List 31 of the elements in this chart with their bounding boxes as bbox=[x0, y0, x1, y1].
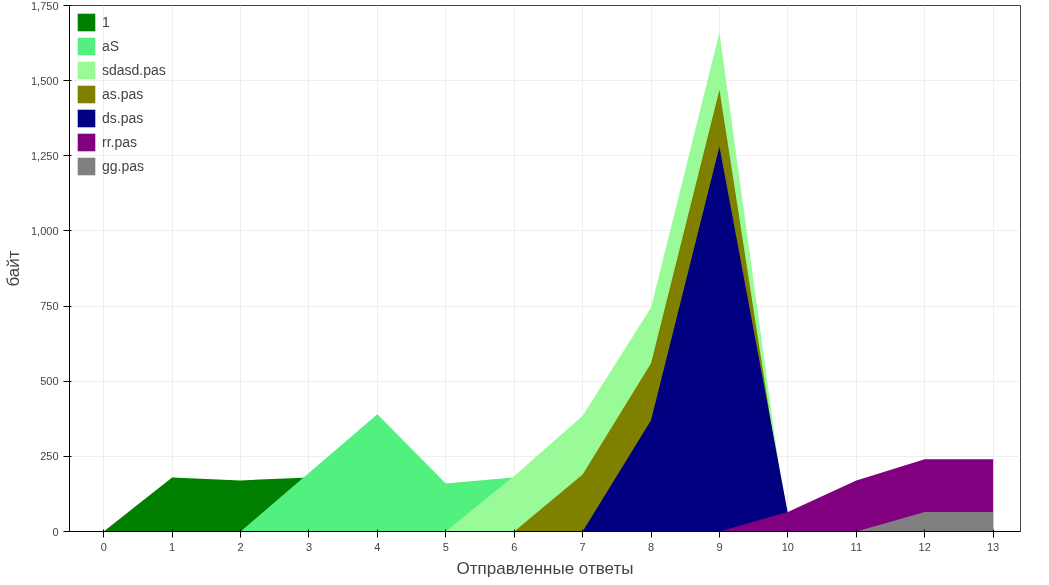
x-tick-label: 6 bbox=[511, 540, 518, 553]
x-tick-label: 0 bbox=[100, 540, 107, 553]
y-tick-label: 500 bbox=[40, 375, 59, 388]
x-tick-label: 2 bbox=[237, 540, 244, 553]
legend-label: gg.pas bbox=[102, 158, 145, 174]
legend-label: 1 bbox=[102, 14, 111, 30]
x-tick-label: 4 bbox=[374, 540, 381, 553]
y-tick-label: 1,750 bbox=[30, 0, 59, 12]
legend-label: as.pas bbox=[102, 86, 144, 102]
legend-label: sdasd.pas bbox=[102, 62, 166, 78]
x-tick-label: 10 bbox=[781, 540, 795, 553]
x-tick-label: 13 bbox=[987, 540, 1000, 553]
y-tick-label: 250 bbox=[40, 450, 59, 463]
x-tick-label: 1 bbox=[169, 540, 176, 553]
x-tick-label: 12 bbox=[918, 540, 931, 553]
y-tick-label: 0 bbox=[52, 525, 59, 538]
x-axis-title: Отправленные ответы bbox=[456, 558, 634, 578]
y-tick-label: 1,250 bbox=[30, 149, 59, 162]
x-tick-label: 3 bbox=[305, 540, 313, 553]
x-tick-label: 7 bbox=[579, 540, 586, 553]
y-tick-label: 750 bbox=[40, 300, 59, 313]
legend-label: rr.pas bbox=[102, 134, 138, 150]
y-tick-label: 1,000 bbox=[30, 224, 59, 237]
x-tick-label: 9 bbox=[716, 540, 723, 553]
x-tick-label: 11 bbox=[850, 540, 863, 553]
y-tick-label: 1,500 bbox=[30, 74, 59, 87]
legend-label: ds.pas bbox=[102, 110, 144, 126]
y-axis-title: байт bbox=[3, 250, 23, 287]
x-tick-label: 5 bbox=[442, 540, 449, 553]
x-tick-label: 8 bbox=[647, 540, 655, 553]
legend-label: aS bbox=[102, 38, 121, 54]
